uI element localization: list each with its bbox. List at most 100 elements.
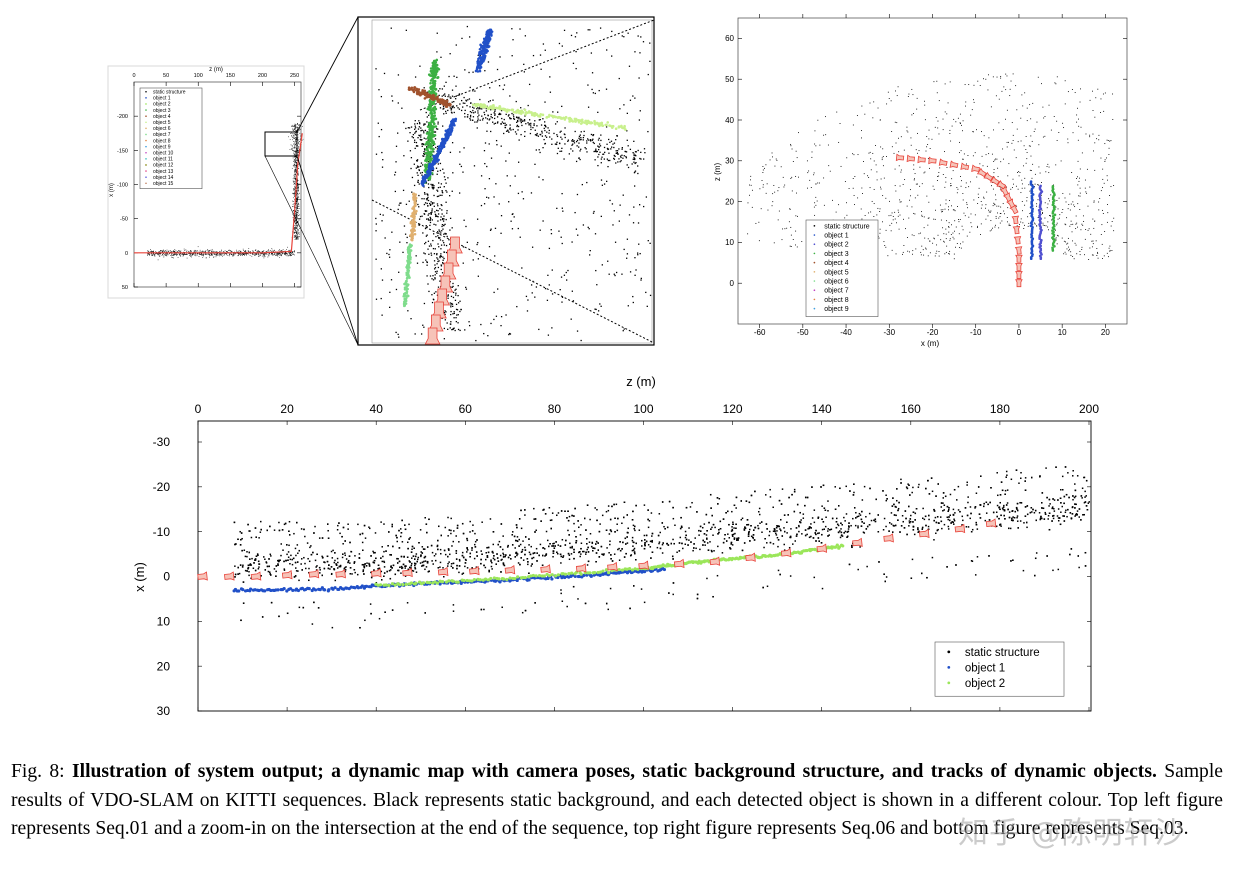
static-point (494, 227, 497, 230)
object-track-point (488, 38, 492, 41)
static-point (173, 255, 174, 256)
static-point (394, 174, 396, 176)
object-track-point (413, 86, 417, 89)
static-point (278, 252, 280, 254)
object-track-point (428, 103, 432, 107)
object-track-point (476, 102, 480, 106)
static-point (192, 254, 193, 256)
static-point (550, 232, 553, 235)
static-point (294, 169, 296, 170)
static-point (297, 208, 299, 209)
static-point (436, 270, 438, 272)
static-point (290, 255, 292, 256)
static-point (295, 224, 297, 226)
static-point (217, 254, 219, 256)
static-point (420, 333, 423, 335)
static-point (556, 152, 559, 155)
static-point (454, 299, 457, 302)
static-point (455, 292, 457, 294)
legend-marker (145, 90, 147, 93)
static-point (263, 250, 265, 251)
object-track-point (426, 148, 429, 152)
static-point (498, 203, 500, 205)
static-point (795, 175, 797, 177)
static-point (775, 158, 777, 160)
static-point (174, 251, 175, 252)
static-point (1029, 104, 1031, 106)
static-point (461, 37, 463, 40)
object-track-point (448, 104, 452, 107)
static-point (431, 301, 434, 304)
static-point (439, 186, 441, 188)
static-point (439, 169, 442, 172)
object-track-point (478, 47, 482, 51)
static-point (995, 215, 997, 217)
static-point (591, 72, 594, 74)
static-point (296, 212, 298, 213)
object-track-point (423, 178, 427, 182)
static-point (175, 253, 177, 255)
static-point (182, 254, 184, 256)
static-point (517, 120, 519, 123)
static-point (1054, 238, 1056, 240)
static-point (296, 162, 297, 164)
static-point (1092, 254, 1094, 256)
static-point (294, 211, 296, 213)
static-point (512, 114, 515, 116)
static-point (511, 55, 513, 57)
static-point (430, 183, 432, 186)
static-point (295, 139, 297, 140)
static-point (424, 123, 426, 125)
static-point (619, 155, 622, 157)
static-point (589, 29, 591, 31)
object-track-point (611, 125, 615, 128)
static-point (202, 255, 204, 257)
static-point (1015, 185, 1017, 187)
static-point (381, 279, 384, 281)
static-point (298, 208, 300, 209)
static-point (966, 163, 967, 165)
static-point (432, 186, 435, 189)
static-point (211, 251, 213, 252)
object-track-point (487, 34, 491, 38)
static-point (970, 222, 972, 224)
static-point (438, 260, 440, 262)
static-point (832, 199, 833, 201)
static-point (559, 150, 561, 153)
static-point (974, 152, 976, 154)
static-point (293, 135, 295, 137)
static-point (451, 303, 454, 305)
static-point (621, 35, 623, 37)
static-point (503, 118, 505, 121)
static-point (1012, 139, 1014, 141)
static-point (399, 241, 401, 243)
static-point (762, 184, 764, 186)
static-point (455, 308, 458, 311)
static-point (948, 209, 949, 211)
static-point (147, 253, 149, 255)
static-point (530, 124, 532, 126)
static-point (293, 174, 295, 175)
static-point (297, 132, 299, 133)
static-point (634, 97, 636, 99)
static-point (559, 289, 561, 291)
object-track-point (476, 64, 480, 68)
object-track-point (410, 235, 414, 238)
static-point (992, 76, 994, 78)
static-point (375, 153, 378, 155)
static-point (503, 132, 505, 135)
static-point (479, 98, 481, 101)
static-point (512, 128, 514, 131)
static-point (1028, 184, 1030, 186)
static-point (296, 199, 297, 201)
static-point (633, 157, 635, 159)
static-point (945, 251, 947, 253)
legend-entry: object 4 (153, 114, 171, 120)
static-point (962, 158, 964, 160)
static-point (1062, 209, 1064, 210)
static-point (962, 199, 964, 201)
static-point (407, 140, 409, 142)
static-point (403, 225, 406, 227)
static-point (300, 138, 301, 140)
object-track-point (530, 113, 534, 117)
